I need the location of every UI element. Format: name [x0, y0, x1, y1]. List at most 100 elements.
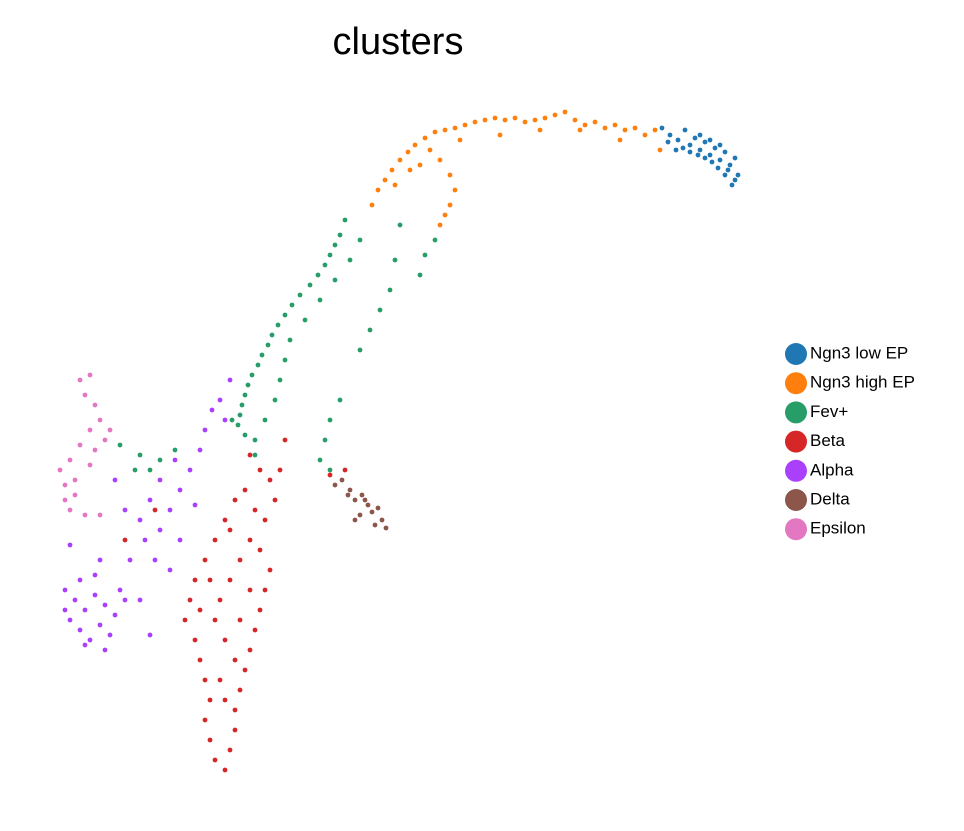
point: [712, 145, 718, 151]
point: [687, 149, 693, 155]
point: [252, 452, 258, 458]
point: [87, 462, 93, 468]
point: [727, 162, 733, 168]
point: [365, 502, 371, 508]
point: [452, 125, 458, 131]
point: [317, 457, 323, 463]
point: [359, 492, 365, 498]
point: [422, 135, 428, 141]
point: [717, 142, 723, 148]
point: [249, 372, 255, 378]
point: [707, 152, 713, 158]
point: [197, 657, 203, 663]
point: [702, 155, 708, 161]
point: [715, 165, 721, 171]
point: [265, 342, 271, 348]
point: [217, 597, 223, 603]
point: [357, 237, 363, 243]
point: [57, 467, 63, 473]
point: [407, 167, 413, 173]
plot-area: [57, 109, 741, 773]
point: [242, 667, 248, 673]
point: [722, 149, 728, 155]
point: [392, 257, 398, 263]
point: [322, 437, 328, 443]
point: [729, 182, 735, 188]
point: [217, 677, 223, 683]
legend-marker: [785, 518, 807, 541]
legend: Ngn3 low EP Ngn3 high EP Fev+ Beta Alpha Delt…: [785, 343, 915, 541]
point: [137, 452, 143, 458]
point: [197, 447, 203, 453]
point: [207, 737, 213, 743]
point: [157, 457, 163, 463]
point: [157, 527, 163, 533]
point: [592, 119, 598, 125]
point: [577, 127, 583, 133]
point: [187, 467, 193, 473]
point: [117, 587, 123, 593]
point: [657, 147, 663, 153]
point: [167, 567, 173, 573]
legend-marker: [785, 372, 807, 395]
point: [222, 767, 228, 773]
point: [172, 457, 178, 463]
point: [437, 157, 443, 163]
point: [382, 177, 388, 183]
point: [732, 177, 738, 183]
point: [212, 757, 218, 763]
point: [122, 507, 128, 513]
point: [262, 417, 268, 423]
point: [62, 497, 68, 503]
point: [412, 142, 418, 148]
point: [87, 372, 93, 378]
point: [237, 687, 243, 693]
point: [247, 587, 253, 593]
point: [697, 132, 703, 138]
point: [222, 697, 228, 703]
point: [389, 167, 395, 173]
point: [117, 442, 123, 448]
point: [182, 617, 188, 623]
point: [62, 607, 68, 613]
point: [207, 697, 213, 703]
point: [167, 507, 173, 513]
point: [367, 327, 373, 333]
point: [82, 392, 88, 398]
point: [152, 507, 158, 513]
point: [537, 127, 543, 133]
point: [92, 447, 98, 453]
point: [442, 127, 448, 133]
point: [87, 637, 93, 643]
point: [232, 657, 238, 663]
legend-label: Beta: [810, 431, 846, 450]
point: [345, 492, 351, 498]
point: [383, 525, 389, 531]
point: [77, 577, 83, 583]
point: [67, 617, 73, 623]
point: [687, 142, 693, 148]
point: [379, 517, 385, 523]
point: [612, 122, 618, 128]
point: [362, 497, 368, 503]
point: [245, 382, 251, 388]
point: [697, 147, 703, 153]
point: [259, 352, 265, 358]
point: [417, 162, 423, 168]
point: [92, 592, 98, 598]
legend-marker: [785, 343, 807, 365]
point: [235, 422, 241, 428]
point: [102, 647, 108, 653]
point: [369, 202, 375, 208]
point: [339, 477, 345, 483]
point: [192, 577, 198, 583]
point: [252, 437, 258, 443]
point: [717, 157, 723, 163]
point: [617, 137, 623, 143]
point: [67, 542, 73, 548]
point: [252, 627, 258, 633]
point: [497, 132, 503, 138]
legend-label: Ngn3 low EP: [810, 343, 908, 362]
point: [327, 417, 333, 423]
point: [107, 632, 113, 638]
